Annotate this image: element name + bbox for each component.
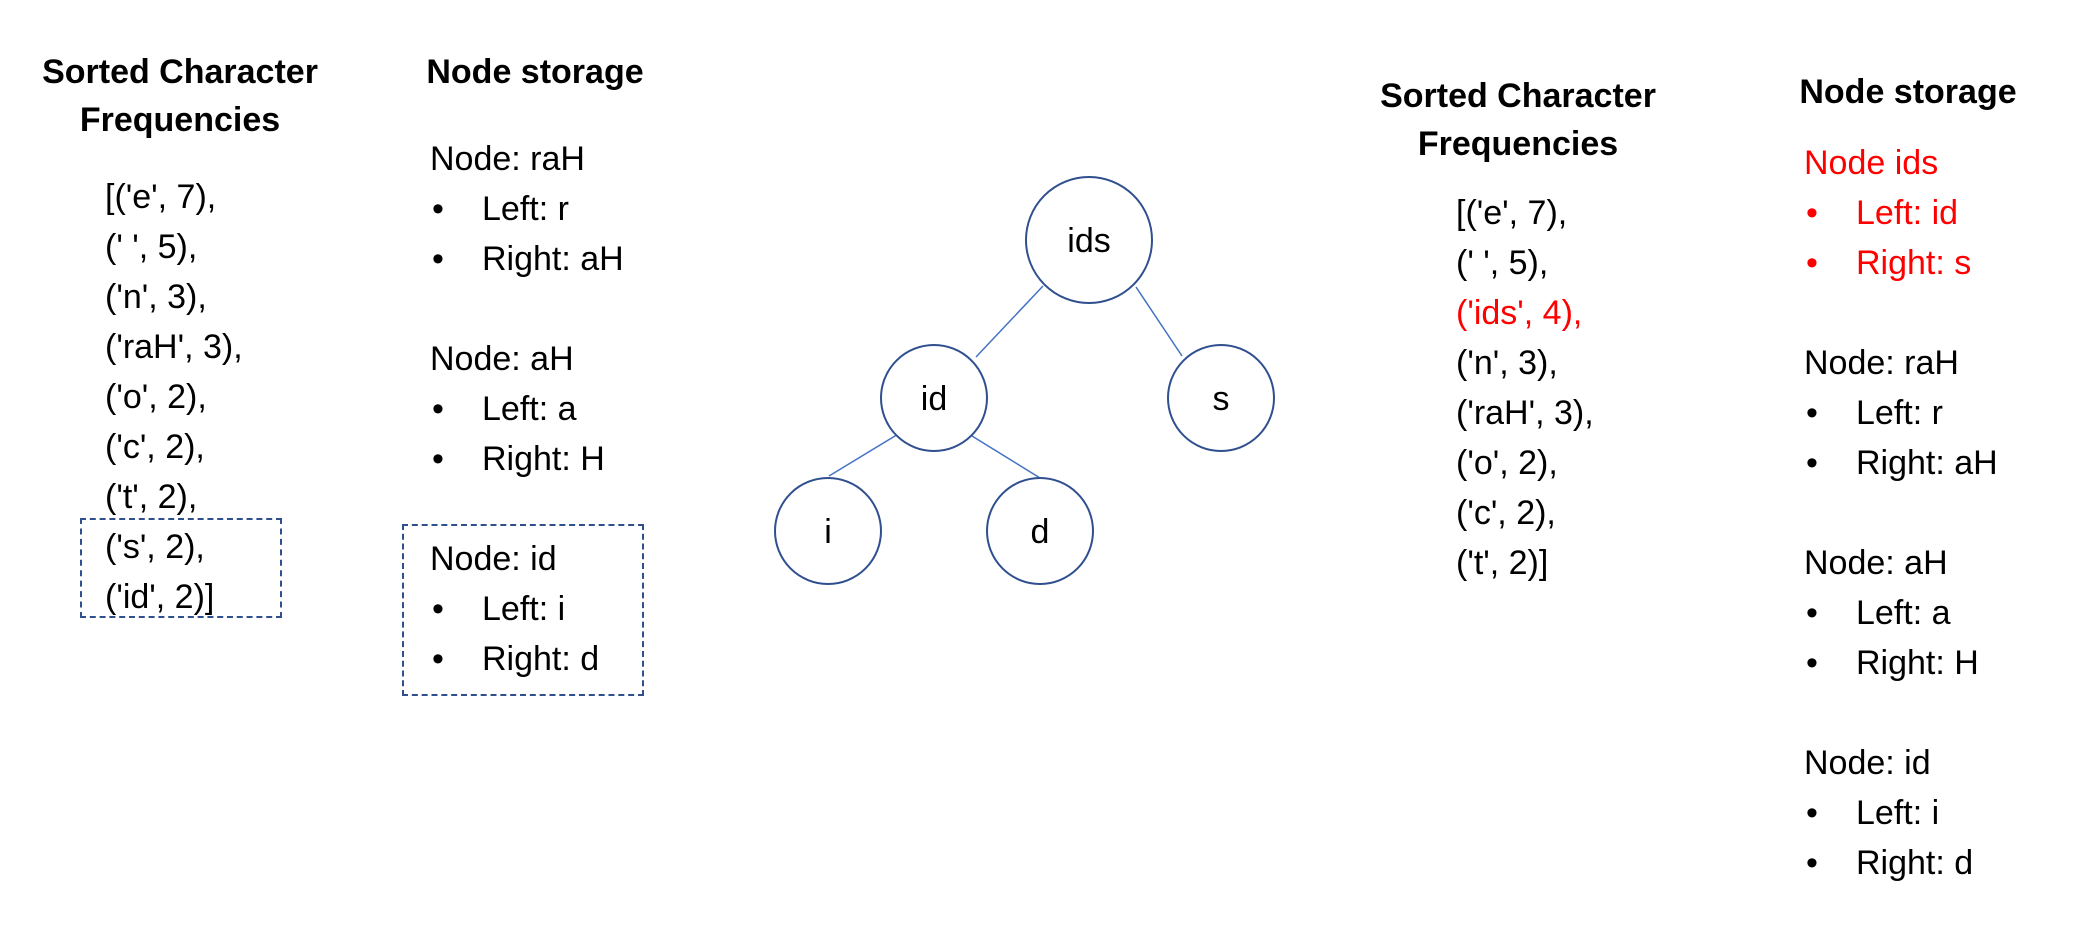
node-circle (880, 344, 988, 452)
list-item: ('o', 2), (1456, 444, 1558, 482)
node-label: s (1213, 380, 1230, 418)
right-node-ids-new: Node ids Left: id Right: s (1804, 138, 2064, 288)
list-item: ('id', 2)] (105, 578, 215, 616)
right-node-aH: Node: aH Left: a Right: H (1804, 538, 2064, 688)
node-left-child: Left: id (1804, 188, 2064, 238)
list-item: [('e', 7), (1456, 194, 1568, 232)
node-right-child: Right: s (1804, 238, 2064, 288)
heading-line: Frequencies (1417, 125, 1619, 163)
node-title: Node: raH (430, 140, 585, 178)
list-item: ('raH', 3), (1456, 394, 1594, 432)
node-right-child: Right: aH (1804, 438, 2064, 488)
left-new-node-highlight (402, 524, 644, 696)
left-merged-pair-highlight (80, 518, 282, 618)
right-storage-heading: Node storage (1799, 73, 2017, 111)
list-item-new-node: ('ids', 4), (1456, 294, 1583, 332)
node-circle (774, 477, 882, 585)
left-node-raH: Node: raH Left: r Right: aH (430, 134, 690, 284)
left-frequencies-heading: Sorted Character Frequencies (20, 48, 340, 144)
node-label: i (824, 513, 832, 551)
edge-id-i (828, 432, 901, 477)
tree-node-s: s (1167, 344, 1275, 452)
node-title: Node: aH (1804, 544, 1948, 582)
list-item: ('t', 2)] (1456, 544, 1549, 582)
node-title: Node ids (1804, 144, 1939, 182)
left-storage-heading: Node storage (426, 53, 644, 91)
list-item: ('n', 3), (105, 278, 207, 316)
node-right-child: Right: aH (430, 234, 690, 284)
node-left-child: Left: a (430, 384, 690, 434)
node-left-child: Left: r (1804, 388, 2064, 438)
list-item: ('s', 2), (105, 528, 205, 566)
node-circle (1025, 176, 1153, 304)
heading-line: Sorted Character (1380, 77, 1656, 115)
node-title: Node: id (1804, 744, 1931, 782)
tree-node-i: i (774, 477, 882, 585)
heading-line: Frequencies (79, 101, 281, 139)
node-label: d (1031, 513, 1050, 551)
node-left-child: Left: i (1804, 788, 2064, 838)
edge-root-right (1135, 286, 1183, 357)
list-item: [('e', 7), (105, 178, 217, 216)
node-circle (1167, 344, 1275, 452)
node-title: Node: raH (1804, 344, 1959, 382)
node-right-child: Right: d (430, 634, 690, 684)
edge-id-d (971, 435, 1041, 479)
node-right-child: Right: d (1804, 838, 2064, 888)
node-left-child: Left: a (1804, 588, 2064, 638)
list-item: ('c', 2), (1456, 494, 1556, 532)
node-title: Node: aH (430, 340, 574, 378)
node-label: ids (1067, 222, 1110, 260)
right-node-id: Node: id Left: i Right: d (1804, 738, 2064, 888)
node-title: Node: id (430, 540, 557, 578)
right-node-raH: Node: raH Left: r Right: aH (1804, 338, 2064, 488)
heading-line: Sorted Character (42, 53, 318, 91)
list-item: ('raH', 3), (105, 328, 243, 366)
right-frequency-list: [('e', 7), (' ', 5), ('ids', 4), ('n', 3… (1456, 188, 1594, 588)
node-circle (986, 477, 1094, 585)
tree-node-id: id (880, 344, 988, 452)
list-item: ('c', 2), (105, 428, 205, 466)
right-frequencies-heading: Sorted Character Frequencies (1358, 72, 1678, 168)
list-item: ('t', 2), (105, 478, 198, 516)
list-item: ('o', 2), (105, 378, 207, 416)
node-left-child: Left: r (430, 184, 690, 234)
edge-root-left (975, 285, 1044, 358)
left-frequency-list: [('e', 7), (' ', 5), ('n', 3), ('raH', 3… (105, 172, 243, 622)
node-right-child: Right: H (430, 434, 690, 484)
node-right-child: Right: H (1804, 638, 2064, 688)
node-left-child: Left: i (430, 584, 690, 634)
left-node-aH: Node: aH Left: a Right: H (430, 334, 690, 484)
list-item: (' ', 5), (1456, 244, 1549, 282)
tree-node-d: d (986, 477, 1094, 585)
left-node-id: Node: id Left: i Right: d (430, 534, 690, 684)
list-item: ('n', 3), (1456, 344, 1558, 382)
tree-node-root: ids (1025, 176, 1153, 304)
node-label: id (921, 380, 947, 418)
list-item: (' ', 5), (105, 228, 198, 266)
